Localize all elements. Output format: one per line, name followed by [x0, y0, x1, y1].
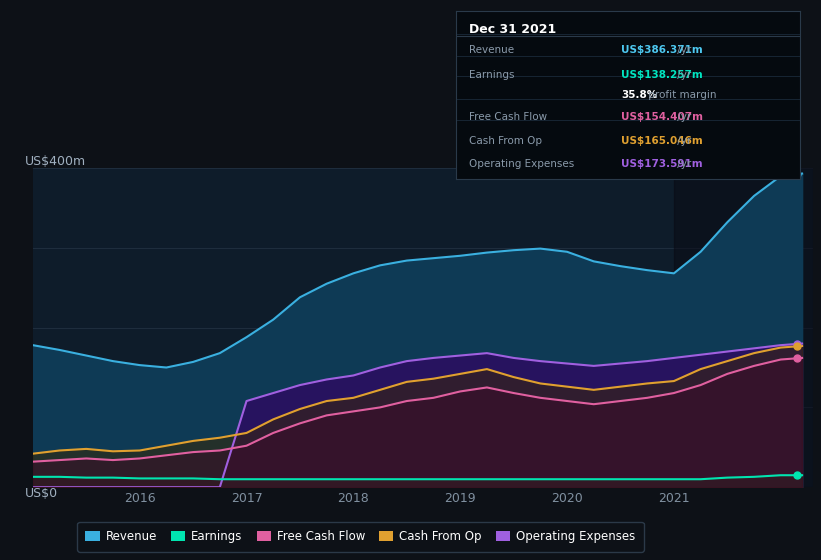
Legend: Revenue, Earnings, Free Cash Flow, Cash From Op, Operating Expenses: Revenue, Earnings, Free Cash Flow, Cash … [77, 522, 644, 552]
Text: US$386.371m: US$386.371m [621, 45, 703, 55]
Text: 35.8%: 35.8% [621, 90, 658, 100]
Text: Dec 31 2021: Dec 31 2021 [470, 23, 557, 36]
Text: US$165.046m: US$165.046m [621, 136, 703, 146]
Text: profit margin: profit margin [645, 90, 717, 100]
Text: Cash From Op: Cash From Op [470, 136, 543, 146]
Text: /yr: /yr [674, 136, 691, 146]
Text: US$400m: US$400m [25, 155, 86, 168]
Text: Revenue: Revenue [470, 45, 515, 55]
Text: US$138.257m: US$138.257m [621, 70, 703, 80]
Text: Operating Expenses: Operating Expenses [470, 159, 575, 169]
Text: US$154.407m: US$154.407m [621, 112, 703, 122]
Text: /yr: /yr [674, 45, 691, 55]
Text: /yr: /yr [674, 70, 691, 80]
Text: /yr: /yr [674, 159, 691, 169]
Text: Free Cash Flow: Free Cash Flow [470, 112, 548, 122]
Text: /yr: /yr [674, 112, 691, 122]
Text: Earnings: Earnings [470, 70, 515, 80]
Bar [674, 168, 813, 487]
Text: US$173.591m: US$173.591m [621, 159, 703, 169]
Text: US$0: US$0 [25, 487, 58, 500]
